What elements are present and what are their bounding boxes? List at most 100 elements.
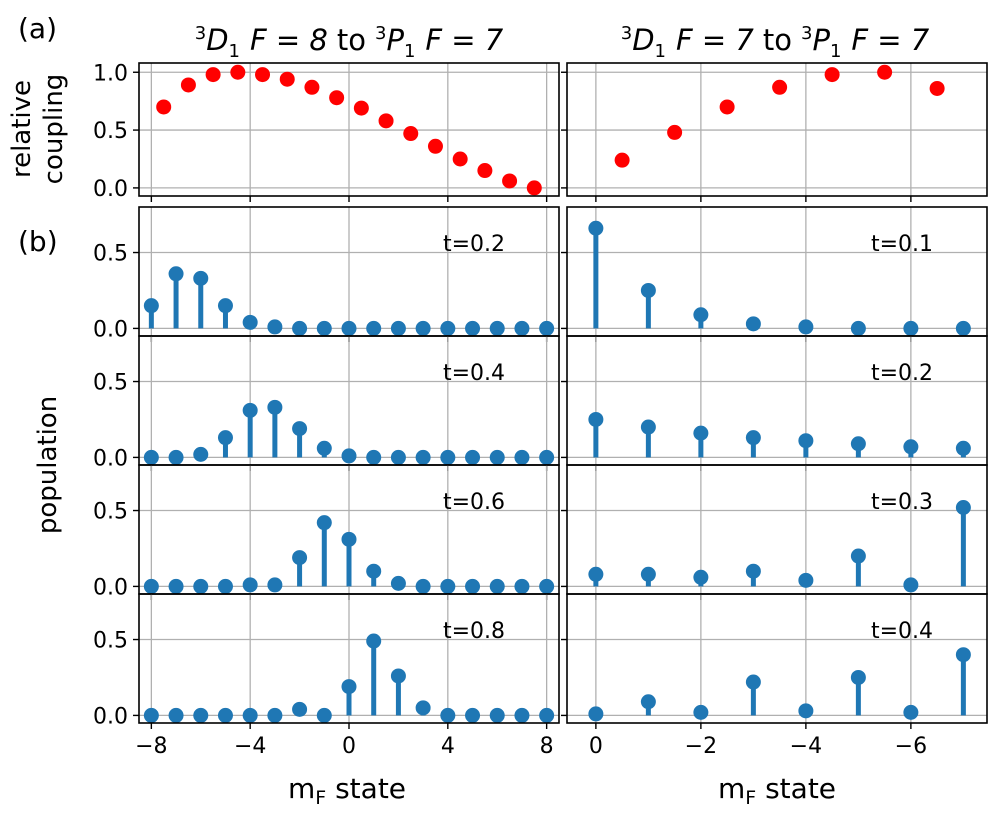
stem-marker <box>366 633 382 649</box>
axes-b-left-2: t=0.4 0.0 0.5 <box>93 335 560 471</box>
right-xlabel: mF state <box>718 772 836 809</box>
stem-marker <box>390 575 406 591</box>
stem-marker <box>465 578 481 594</box>
stem-marker <box>217 578 233 594</box>
stem-marker <box>903 577 919 593</box>
y-tick-label: 0.0 <box>93 704 128 729</box>
coupling-point <box>230 64 246 80</box>
stem-marker <box>539 578 555 594</box>
stem-marker <box>465 320 481 336</box>
stem-marker <box>341 448 357 464</box>
stem-marker <box>514 578 530 594</box>
stem-marker <box>798 572 814 588</box>
stem-marker <box>242 577 258 593</box>
axes-frame <box>566 335 988 466</box>
stem-marker <box>693 569 709 585</box>
stem-marker <box>292 421 308 437</box>
stem-marker <box>588 220 604 236</box>
y-tick-label: 0.5 <box>93 242 128 267</box>
stem-marker <box>242 707 258 723</box>
stem-marker <box>539 320 555 336</box>
coupling-point <box>205 67 221 83</box>
stem-marker <box>242 402 258 418</box>
stem-marker <box>440 578 456 594</box>
axes-b-left-1: t=0.2 0.0 0.5 <box>93 206 560 342</box>
coupling-point <box>279 71 295 87</box>
stem-marker <box>588 706 604 722</box>
stem-marker <box>693 307 709 323</box>
stem-marker <box>640 694 656 710</box>
stem-marker <box>217 430 233 446</box>
stem-marker <box>640 566 656 582</box>
axes-b-left-3: t=0.6 0.0 0.5 <box>93 464 560 600</box>
time-label: t=0.2 <box>443 232 505 257</box>
x-tick-label: −4 <box>790 734 822 759</box>
stem-marker <box>143 298 159 314</box>
coupling-point <box>502 173 518 189</box>
time-label: t=0.8 <box>443 619 505 644</box>
stem-marker <box>168 707 184 723</box>
stem-marker <box>640 282 656 298</box>
panel-letter-a: (a) <box>18 12 57 45</box>
coupling-point <box>614 152 630 168</box>
y-tick-label: 0.5 <box>93 629 128 654</box>
stem-marker <box>341 531 357 547</box>
coupling-point <box>667 124 683 140</box>
stem-marker <box>292 701 308 717</box>
time-label: t=0.1 <box>871 232 933 257</box>
stem-marker <box>440 320 456 336</box>
stem-marker <box>390 668 406 684</box>
stem-marker <box>850 669 866 685</box>
stem-marker <box>489 320 505 336</box>
stem-marker <box>316 707 332 723</box>
time-label: t=0.3 <box>871 490 933 515</box>
coupling-point <box>255 67 271 83</box>
stem-marker <box>366 563 382 579</box>
stem-marker <box>415 578 431 594</box>
coupling-point <box>719 99 735 115</box>
stem-marker <box>693 425 709 441</box>
left-column-title: 3D1 F = 8 to 3P1 F = 7 <box>195 23 504 62</box>
stem-marker <box>903 439 919 455</box>
x-tick-label: −6 <box>895 734 927 759</box>
stem-marker <box>850 436 866 452</box>
time-label: t=0.6 <box>443 490 505 515</box>
stem-marker <box>292 320 308 336</box>
stem-marker <box>143 578 159 594</box>
right-column-title: 3D1 F = 7 to 3P1 F = 7 <box>621 23 930 62</box>
x-tick-label: 0 <box>342 734 356 759</box>
coupling-point <box>180 77 196 93</box>
ylabel-population: population <box>33 396 63 534</box>
x-tick-label: 0 <box>589 734 603 759</box>
stem-marker <box>745 316 761 332</box>
stem-marker <box>168 449 184 465</box>
stem-marker <box>193 707 209 723</box>
coupling-point <box>877 64 893 80</box>
stem-marker <box>267 707 283 723</box>
y-tick-label: 0.0 <box>93 317 128 342</box>
axes-frame <box>566 464 988 595</box>
coupling-point <box>156 99 172 115</box>
stem-marker <box>267 319 283 335</box>
coupling-point <box>526 180 542 196</box>
y-tick-label: 0.5 <box>93 371 128 396</box>
x-tick-label: 4 <box>441 734 455 759</box>
stem-marker <box>366 449 382 465</box>
x-tick-label: −4 <box>234 734 266 759</box>
stem-marker <box>798 703 814 719</box>
stem-marker <box>316 515 332 531</box>
coupling-point <box>477 163 493 179</box>
stem-marker <box>514 449 530 465</box>
stem-marker <box>693 704 709 720</box>
stem-marker <box>514 707 530 723</box>
axes-b-right-3: t=0.3 <box>561 464 988 600</box>
stem-marker <box>489 707 505 723</box>
x-tick-label: −8 <box>135 734 167 759</box>
stem-marker <box>193 270 209 286</box>
stem-marker <box>745 674 761 690</box>
stem-marker <box>193 446 209 462</box>
stem-marker <box>390 320 406 336</box>
stem-marker <box>588 566 604 582</box>
stem-marker <box>539 707 555 723</box>
